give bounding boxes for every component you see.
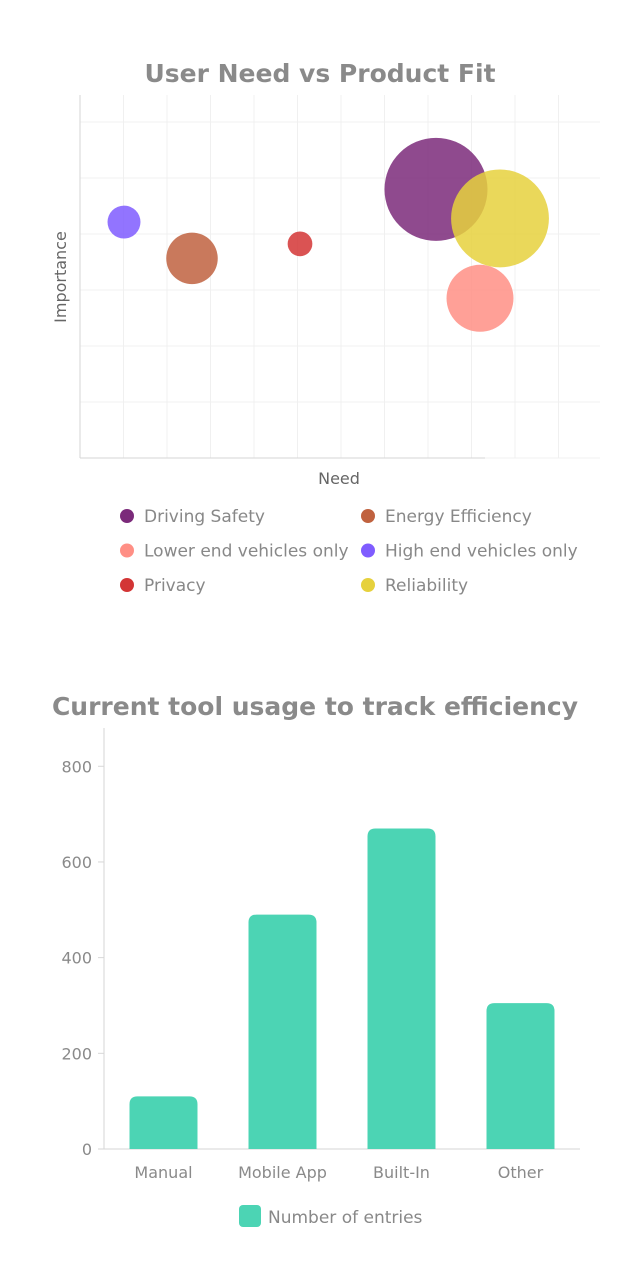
x-tick-label: Mobile App <box>238 1163 327 1182</box>
legend-label: Lower end vehicles only <box>144 542 349 562</box>
legend-label: Energy Efficiency <box>385 507 532 527</box>
legend: Driving Safety Energy Efficiency Lower end… <box>120 507 578 596</box>
x-tick-label: Built-In <box>373 1163 430 1182</box>
bar <box>129 1096 198 1149</box>
y-tick-label: 0 <box>82 1140 92 1159</box>
legend-marker <box>239 1205 261 1227</box>
x-tick-label: Manual <box>134 1163 192 1182</box>
bubble-point <box>287 231 313 257</box>
legend-marker <box>361 543 375 558</box>
legend-label: Privacy <box>144 576 206 596</box>
bar-series <box>129 828 555 1149</box>
y-tick-label: 400 <box>61 949 92 968</box>
bar <box>367 828 436 1149</box>
bubble-series <box>107 137 549 332</box>
bubble-point <box>107 205 141 239</box>
legend-marker <box>361 509 375 523</box>
x-tick-label: Other <box>498 1163 544 1182</box>
legend-marker <box>120 543 134 558</box>
bar <box>248 914 317 1149</box>
legend: Number of entries <box>239 1205 423 1228</box>
y-tick-label: 600 <box>61 853 92 872</box>
y-tick-label: 800 <box>61 757 92 776</box>
grid <box>79 95 600 459</box>
legend-marker <box>120 578 134 592</box>
legend-label: Reliability <box>385 576 468 596</box>
legend-label: High end vehicles only <box>385 542 578 562</box>
bubble-point <box>451 169 549 268</box>
x-axis-label: Need <box>318 469 360 488</box>
bubble-point <box>446 264 514 332</box>
legend-label: Driving Safety <box>144 507 265 527</box>
bubble-chart: User Need vs Product Fit Need Importance… <box>51 59 600 596</box>
legend-marker <box>361 578 375 592</box>
legend-label: Number of entries <box>268 1208 423 1228</box>
chart-title: User Need vs Product Fit <box>144 59 495 88</box>
bar <box>486 1003 555 1149</box>
legend-marker <box>120 509 134 523</box>
y-axis-label: Importance <box>51 231 70 323</box>
chart-title: Current tool usage to track efficiency <box>52 692 578 721</box>
bar-chart: Current tool usage to track efficiency 0… <box>52 692 580 1228</box>
bubble-point <box>166 232 218 285</box>
y-tick-label: 200 <box>61 1044 92 1063</box>
